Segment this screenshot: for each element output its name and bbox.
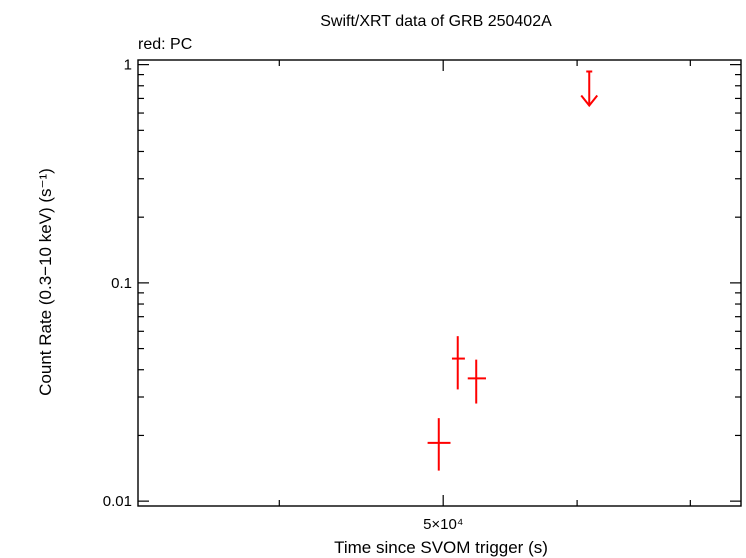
- x-tick-label: 5×10⁴: [423, 516, 463, 533]
- tick-labels: 1 0.1 0.01 5×10⁴: [103, 57, 464, 533]
- legend-text: red: PC: [138, 36, 192, 53]
- upper-limit-point: [580, 70, 599, 108]
- y-tick-label: 0.1: [111, 275, 132, 292]
- chart-title: Swift/XRT data of GRB 250402A: [320, 13, 552, 30]
- upper-limit-arrowhead: [580, 94, 599, 108]
- x-axis-label: Time since SVOM trigger (s): [334, 538, 548, 557]
- data-point: [451, 336, 465, 390]
- data-point: [427, 418, 451, 471]
- y-tick-label: 0.01: [103, 493, 132, 510]
- y-axis-label: Count Rate (0.3−10 keV) (s⁻¹): [36, 168, 55, 396]
- y-tick-label: 1: [124, 57, 132, 74]
- axis-ticks: [138, 60, 741, 506]
- data-point: [467, 359, 486, 404]
- data-marks: [427, 70, 599, 471]
